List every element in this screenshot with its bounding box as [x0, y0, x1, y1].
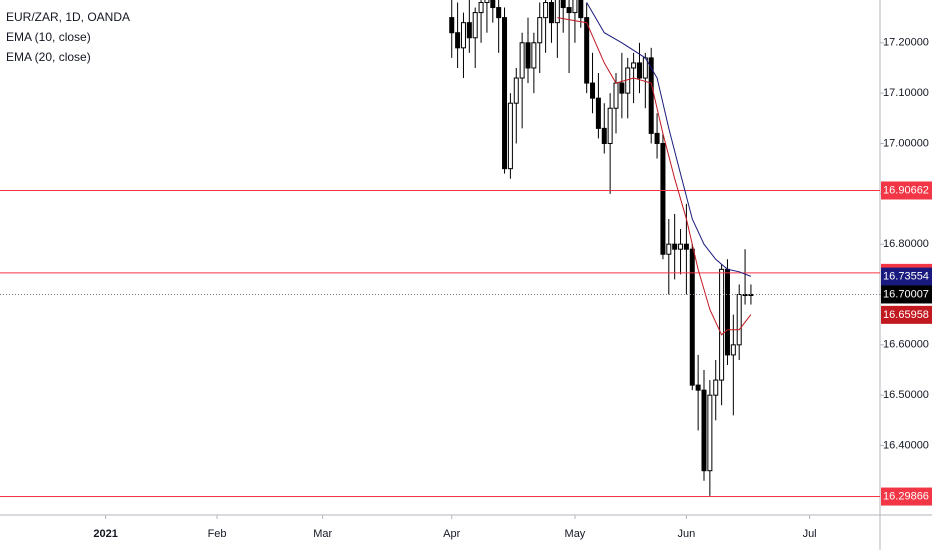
- candle-body: [449, 17, 455, 34]
- candle-body: [683, 243, 689, 250]
- candle-body: [496, 7, 502, 19]
- candle-body: [590, 82, 596, 99]
- candle-body: [543, 2, 549, 19]
- candle-body: [724, 268, 730, 356]
- candle-body: [578, 0, 584, 19]
- candle-body: [507, 102, 513, 170]
- price-label: 16.73554: [883, 271, 929, 283]
- candle-body: [455, 32, 461, 49]
- candle-body: [566, 7, 572, 14]
- ema-line: [586, 2, 752, 277]
- candle-body: [607, 107, 613, 144]
- indicator-label: EMA (10, close): [6, 30, 91, 44]
- ema-line: [557, 17, 752, 336]
- candle-body: [478, 2, 484, 14]
- candle-body: [672, 243, 678, 250]
- x-tick-label: Feb: [208, 528, 227, 540]
- price-label: 16.29866: [883, 490, 929, 502]
- candle-body: [648, 57, 654, 134]
- candle-body: [631, 62, 637, 69]
- candle-body: [519, 42, 525, 79]
- price-label-box: [881, 181, 932, 200]
- candle-body: [701, 389, 707, 472]
- candle-body: [601, 127, 607, 144]
- symbol-title: EUR/ZAR, 1D, OANDA: [6, 10, 130, 24]
- price-label: 16.70007: [883, 288, 929, 300]
- candle-body: [537, 17, 543, 44]
- candle-body: [502, 17, 508, 170]
- candle-body: [548, 2, 554, 24]
- candle-body: [689, 248, 695, 386]
- candle-body: [560, 0, 566, 9]
- candle-body: [719, 268, 725, 381]
- candle-body: [472, 12, 478, 39]
- candle-body: [572, 0, 578, 14]
- candle-body: [595, 97, 601, 129]
- price-label-box: [881, 487, 932, 506]
- candle-body: [636, 62, 642, 79]
- price-label-box: [881, 267, 932, 286]
- price-label-box: [881, 285, 932, 304]
- candle-body: [513, 77, 519, 104]
- candle-body: [707, 394, 713, 472]
- y-tick-label: 16.60000: [883, 339, 929, 351]
- x-tick-label: Mar: [313, 528, 332, 540]
- x-tick-label: May: [565, 528, 586, 540]
- candle-body: [490, 0, 496, 9]
- candle-body: [695, 384, 701, 391]
- candle-body: [713, 379, 719, 396]
- candle-body: [584, 17, 590, 84]
- candle-body: [531, 42, 537, 69]
- indicator-label: EMA (20, close): [6, 50, 91, 64]
- y-tick-label: 16.50000: [883, 389, 929, 401]
- y-tick-label: 17.10000: [883, 87, 929, 99]
- y-tick-label: 17.20000: [883, 37, 929, 49]
- candle-body: [484, 0, 490, 4]
- candle-body: [654, 132, 660, 144]
- y-tick-label: 16.80000: [883, 238, 929, 250]
- candle-body: [554, 0, 560, 24]
- x-tick-label: Jun: [678, 528, 696, 540]
- candle-body: [660, 142, 666, 255]
- candle-body: [730, 344, 736, 356]
- x-tick-label: Jul: [803, 528, 817, 540]
- candle-body: [466, 22, 472, 39]
- candle-body: [613, 82, 619, 109]
- candle-body: [525, 42, 531, 69]
- y-tick-label: 17.00000: [883, 137, 929, 149]
- y-tick-label: 16.40000: [883, 439, 929, 451]
- x-tick-label: 2021: [93, 528, 117, 540]
- price-label: 16.90662: [883, 184, 929, 196]
- x-tick-label: Apr: [443, 528, 460, 540]
- price-label: 16.65958: [883, 309, 929, 321]
- candle-body: [460, 22, 466, 49]
- candle-body: [736, 294, 742, 346]
- candle-body: [678, 243, 684, 250]
- candle-body: [742, 294, 748, 297]
- candle-body: [619, 82, 625, 94]
- price-label-box: [881, 305, 932, 324]
- candle-body: [666, 243, 672, 255]
